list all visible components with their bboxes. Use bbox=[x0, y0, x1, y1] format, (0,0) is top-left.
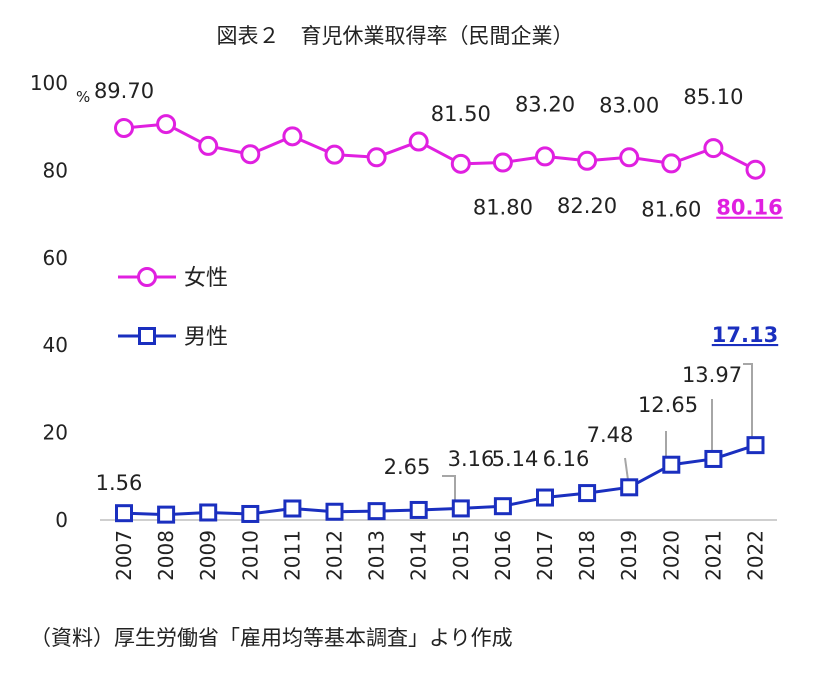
x-tick-label: 2014 bbox=[407, 530, 431, 581]
male-point bbox=[451, 499, 470, 518]
male-highlight-label: 17.13 bbox=[712, 323, 778, 347]
y-unit-label: % bbox=[76, 88, 90, 106]
male-point bbox=[704, 449, 723, 468]
female-data-label: 83.00 bbox=[599, 93, 659, 117]
female-point bbox=[535, 146, 555, 167]
legend-female-label: 女性 bbox=[184, 266, 228, 291]
x-tick-label: 2022 bbox=[744, 530, 768, 581]
male-point bbox=[536, 488, 554, 507]
legend-male-label: 男性 bbox=[184, 325, 228, 350]
male-point bbox=[493, 497, 512, 516]
female-point bbox=[282, 126, 303, 147]
male-data-label: 12.65 bbox=[638, 393, 698, 417]
male-point bbox=[746, 436, 765, 455]
female-point bbox=[240, 144, 261, 165]
female-point bbox=[703, 138, 724, 159]
female-highlight-label: 80.16 bbox=[716, 196, 782, 220]
male-point bbox=[241, 504, 260, 523]
x-tick-label: 2020 bbox=[659, 530, 683, 581]
x-tick-label: 2013 bbox=[365, 530, 389, 581]
male-point bbox=[367, 502, 386, 521]
y-tick-label: 20 bbox=[43, 421, 68, 445]
male-point bbox=[620, 478, 639, 497]
female-point bbox=[450, 153, 471, 174]
female-data-label: 83.20 bbox=[515, 92, 575, 116]
x-tick-label: 2011 bbox=[280, 530, 304, 581]
chart-title: 図表２ 育児休業取得率（民間企業） bbox=[217, 24, 574, 48]
series-group bbox=[114, 114, 766, 524]
female-point bbox=[366, 147, 387, 168]
male-data-label: 5.14 bbox=[492, 447, 539, 471]
female-point bbox=[198, 135, 219, 156]
male-data-label: 1.56 bbox=[96, 471, 143, 495]
leader-line bbox=[743, 363, 753, 438]
x-tick-label: 2019 bbox=[617, 530, 641, 581]
source-note: （資料）厚生労働省「雇用均等基本調査」より作成 bbox=[30, 626, 513, 650]
leader-line bbox=[442, 475, 456, 507]
male-data-label: 13.97 bbox=[682, 363, 742, 387]
male-point bbox=[157, 505, 176, 524]
y-tick-label: 80 bbox=[43, 158, 68, 182]
x-tick-label: 2009 bbox=[196, 530, 220, 581]
male-data-label: 7.48 bbox=[587, 423, 634, 447]
female-point bbox=[661, 153, 682, 174]
female-point bbox=[745, 159, 766, 180]
female-data-label: 81.80 bbox=[473, 196, 533, 220]
male-data-label: 6.16 bbox=[543, 447, 590, 471]
male-point bbox=[325, 502, 344, 521]
female-point bbox=[156, 114, 177, 135]
female-data-label: 85.10 bbox=[683, 85, 743, 109]
female-point bbox=[324, 144, 345, 165]
male-point bbox=[409, 500, 428, 519]
female-point bbox=[619, 147, 640, 168]
axes: 0 20 40 60 80 100 2007 2008 2009 2010 2011 2012 2013… bbox=[30, 71, 777, 581]
y-tick-label: 0 bbox=[55, 508, 68, 532]
label-leader-lines bbox=[442, 363, 753, 507]
x-tick-label: 2016 bbox=[491, 530, 515, 581]
y-tick-label: 60 bbox=[43, 246, 68, 270]
x-tick-label: 2015 bbox=[449, 530, 473, 581]
male-series-line bbox=[123, 443, 756, 517]
x-tick-label: 2007 bbox=[112, 530, 136, 581]
y-tick-label: 40 bbox=[43, 333, 68, 357]
female-point bbox=[408, 131, 429, 152]
female-point bbox=[577, 150, 598, 171]
leader-line bbox=[624, 457, 629, 481]
male-point bbox=[115, 504, 133, 523]
male-point bbox=[283, 499, 302, 518]
male-data-label: 3.16 bbox=[448, 447, 495, 471]
y-tick-label: 100 bbox=[30, 71, 68, 95]
female-data-label: 82.20 bbox=[557, 194, 617, 218]
female-point bbox=[114, 118, 134, 139]
male-point bbox=[578, 484, 597, 503]
female-point bbox=[492, 152, 513, 173]
male-data-label: 2.65 bbox=[384, 455, 431, 479]
female-data-label: 89.70 bbox=[94, 79, 154, 103]
female-data-label: 81.60 bbox=[641, 197, 701, 221]
male-point bbox=[199, 503, 218, 522]
x-tick-label: 2021 bbox=[701, 530, 725, 581]
x-tick-label: 2018 bbox=[575, 530, 599, 581]
female-series-line bbox=[123, 122, 757, 172]
x-tick-label: 2012 bbox=[323, 530, 347, 581]
x-tick-label: 2017 bbox=[533, 530, 557, 581]
male-point bbox=[662, 455, 681, 474]
x-tick-label: 2010 bbox=[238, 530, 262, 581]
legend-circle-marker bbox=[137, 267, 157, 287]
legend-square-marker bbox=[138, 327, 156, 345]
x-tick-label: 2008 bbox=[154, 530, 178, 581]
data-labels: 89.70 81.50 81.80 83.20 82.20 83.00 81.60 85.10… bbox=[94, 79, 783, 495]
female-data-label: 81.50 bbox=[431, 102, 491, 126]
